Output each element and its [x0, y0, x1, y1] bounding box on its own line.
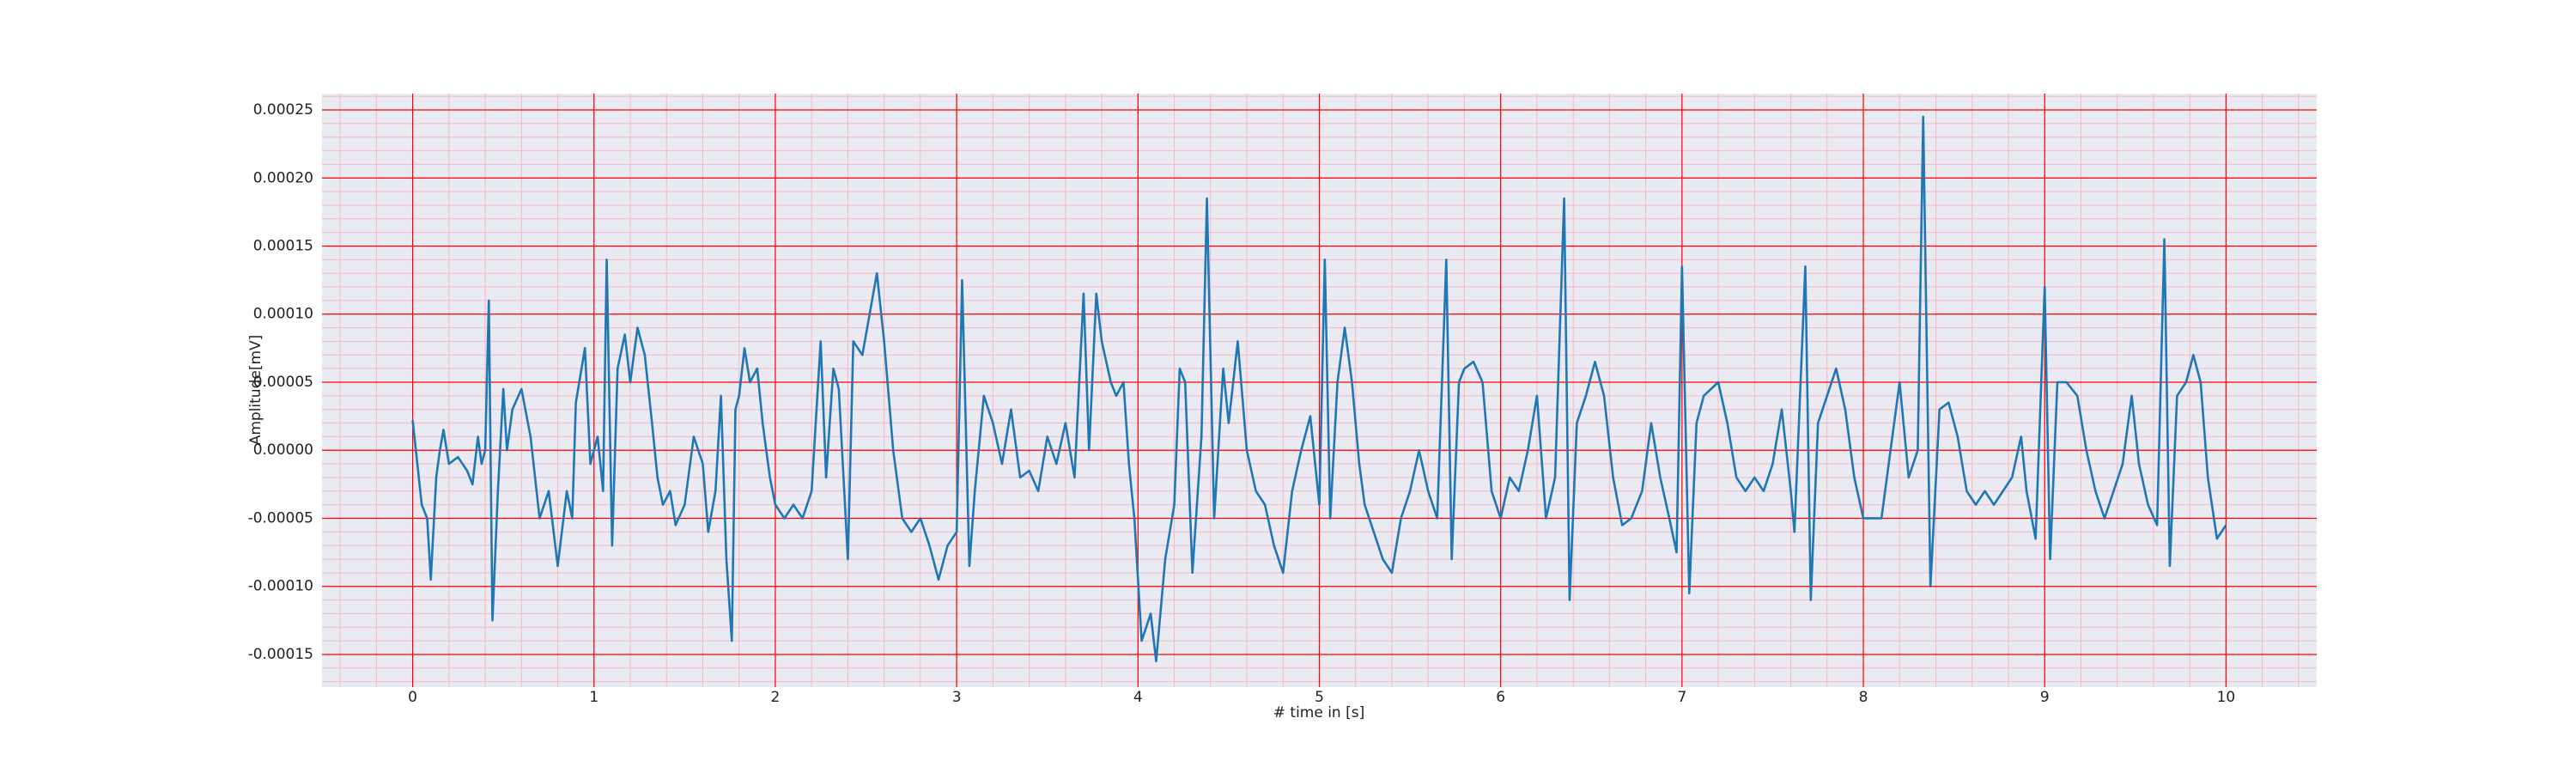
y-tick-label: -0.00010 — [248, 578, 313, 595]
y-tick-label: 0.00025 — [253, 101, 313, 119]
x-tick-label: 8 — [1859, 689, 1868, 706]
y-tick-label: -0.00005 — [248, 509, 313, 526]
x-tick-label: 2 — [771, 689, 781, 706]
y-tick-label: 0.00010 — [253, 306, 313, 323]
x-tick-label: 5 — [1315, 689, 1324, 706]
y-tick-label: 0.00005 — [253, 374, 313, 391]
x-tick-label: 9 — [2040, 689, 2050, 706]
x-axis-label: # time in [s] — [1273, 704, 1364, 721]
x-tick-label: 3 — [952, 689, 962, 706]
y-axis-label: Amplitude[mV] — [247, 335, 264, 446]
x-tick-label: 1 — [589, 689, 598, 706]
y-tick-label: 0.00020 — [253, 169, 313, 186]
y-tick-label: -0.00015 — [248, 646, 313, 663]
y-tick-label: 0.00015 — [253, 238, 313, 255]
y-tick-label: 0.00000 — [253, 441, 313, 459]
x-tick-label: 0 — [408, 689, 417, 706]
x-tick-label: 6 — [1496, 689, 1505, 706]
x-tick-label: 10 — [2217, 689, 2236, 706]
x-tick-label: 4 — [1133, 689, 1143, 706]
signal-line — [411, 115, 2227, 663]
x-tick-label: 7 — [1677, 689, 1686, 706]
